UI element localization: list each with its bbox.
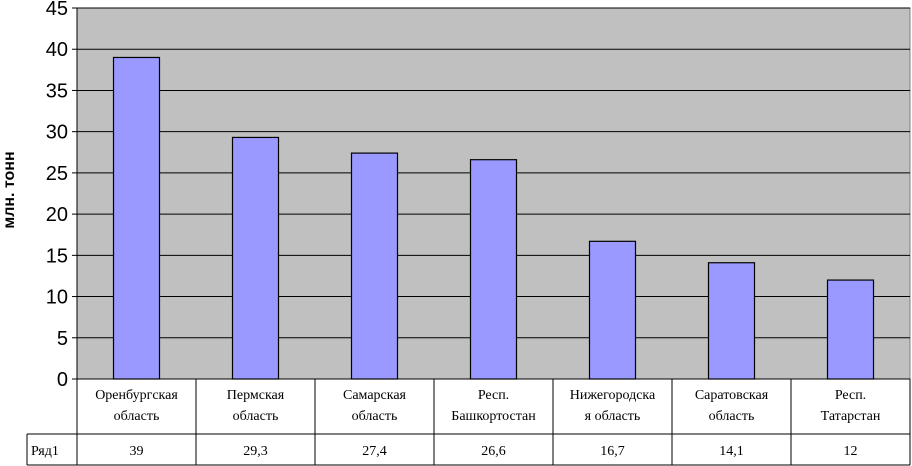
y-tick-label: 15 [46,245,68,267]
y-axis-label: млн. тонн [1,151,18,228]
category-label: Саратовская область [695,388,769,424]
category-label: Самарская область [343,388,407,424]
y-tick-label: 35 [46,80,68,102]
category-label: Оренбургская область [95,388,178,424]
bar [469,159,518,380]
category-label: Пермская область [227,388,285,424]
y-tick-label: 45 [46,0,68,20]
y-tick-label: 10 [46,287,68,309]
data-label: 12 [844,444,858,459]
data-label: 27,4 [362,444,387,459]
y-tick-label: 5 [57,328,68,350]
y-tick-label: 20 [46,204,68,226]
y-tick-label: 25 [46,163,68,185]
bar [826,279,875,380]
data-label: 29,3 [243,444,268,459]
y-tick-label: 40 [46,39,68,61]
bar [350,152,399,380]
category-label: Нижегородска я область [570,388,656,424]
category-label: Респ. Татарстан [821,388,881,424]
series-name-label: Ряд1 [31,444,59,459]
bar [588,240,637,380]
bar [707,262,756,380]
data-label: 39 [130,444,144,459]
data-label: 14,1 [719,444,744,459]
data-label: 16,7 [600,444,625,459]
bar [231,136,280,380]
category-label: Респ. Башкортостан [451,388,536,424]
y-tick-label: 0 [57,369,68,391]
data-label: 26,6 [481,444,506,459]
y-tick-label: 30 [46,122,68,144]
bar [112,56,161,380]
